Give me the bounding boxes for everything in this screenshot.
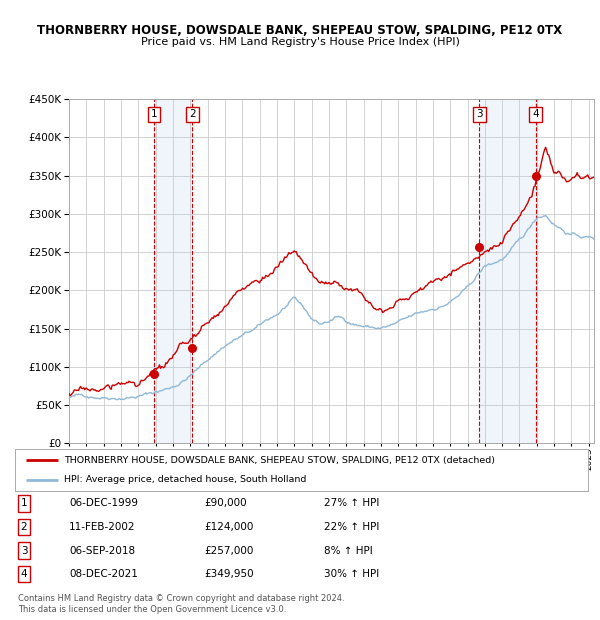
Text: Contains HM Land Registry data © Crown copyright and database right 2024.
This d: Contains HM Land Registry data © Crown c… (18, 595, 344, 614)
Text: 4: 4 (20, 569, 28, 579)
Text: 1: 1 (20, 498, 28, 508)
Text: 11-FEB-2002: 11-FEB-2002 (69, 522, 136, 532)
Text: 08-DEC-2021: 08-DEC-2021 (69, 569, 138, 579)
Text: £349,950: £349,950 (204, 569, 254, 579)
Text: THORNBERRY HOUSE, DOWSDALE BANK, SHEPEAU STOW, SPALDING, PE12 0TX (detached): THORNBERRY HOUSE, DOWSDALE BANK, SHEPEAU… (64, 456, 495, 465)
Text: 2: 2 (20, 522, 28, 532)
Text: 1: 1 (151, 110, 158, 120)
Text: 27% ↑ HPI: 27% ↑ HPI (324, 498, 379, 508)
Text: 06-DEC-1999: 06-DEC-1999 (69, 498, 138, 508)
Text: 4: 4 (532, 110, 539, 120)
Text: 06-SEP-2018: 06-SEP-2018 (69, 546, 135, 556)
Text: 22% ↑ HPI: 22% ↑ HPI (324, 522, 379, 532)
Text: £90,000: £90,000 (204, 498, 247, 508)
Text: 2: 2 (189, 110, 196, 120)
Text: £124,000: £124,000 (204, 522, 253, 532)
Text: Price paid vs. HM Land Registry's House Price Index (HPI): Price paid vs. HM Land Registry's House … (140, 37, 460, 47)
Text: 8% ↑ HPI: 8% ↑ HPI (324, 546, 373, 556)
Text: THORNBERRY HOUSE, DOWSDALE BANK, SHEPEAU STOW, SPALDING, PE12 0TX: THORNBERRY HOUSE, DOWSDALE BANK, SHEPEAU… (37, 24, 563, 37)
Bar (154, 99, 193, 443)
Text: £257,000: £257,000 (204, 546, 253, 556)
Bar (479, 99, 536, 443)
Text: 30% ↑ HPI: 30% ↑ HPI (324, 569, 379, 579)
Text: HPI: Average price, detached house, South Holland: HPI: Average price, detached house, Sout… (64, 475, 306, 484)
Text: 3: 3 (20, 546, 28, 556)
Text: 3: 3 (476, 110, 482, 120)
